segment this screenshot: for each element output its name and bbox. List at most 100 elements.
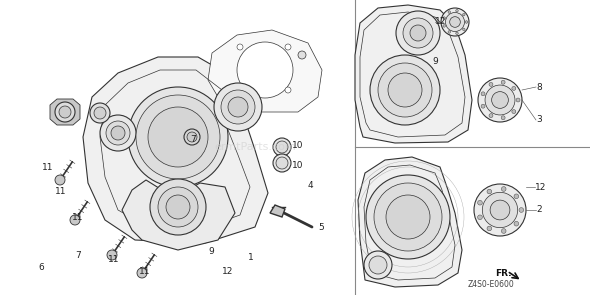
Circle shape: [59, 106, 71, 118]
Text: 3: 3: [536, 116, 542, 124]
Circle shape: [516, 98, 520, 102]
Circle shape: [410, 25, 426, 41]
Circle shape: [485, 85, 515, 115]
Circle shape: [487, 226, 491, 231]
Circle shape: [214, 83, 262, 131]
Circle shape: [448, 11, 451, 13]
Circle shape: [128, 87, 228, 187]
Text: 4: 4: [308, 181, 314, 189]
Circle shape: [158, 187, 198, 227]
Circle shape: [111, 126, 125, 140]
Circle shape: [221, 90, 255, 124]
Circle shape: [481, 104, 485, 108]
Text: 11: 11: [72, 214, 84, 222]
Text: 7: 7: [190, 135, 196, 145]
Polygon shape: [358, 157, 462, 287]
Circle shape: [502, 187, 506, 191]
Circle shape: [482, 192, 517, 228]
Circle shape: [187, 132, 197, 142]
Circle shape: [514, 221, 519, 226]
Circle shape: [443, 17, 445, 19]
Circle shape: [107, 250, 117, 260]
Circle shape: [512, 110, 516, 114]
Circle shape: [388, 73, 422, 107]
Circle shape: [136, 95, 220, 179]
Text: 12: 12: [435, 17, 447, 27]
Circle shape: [463, 28, 465, 31]
Circle shape: [478, 78, 522, 122]
Circle shape: [55, 102, 75, 122]
Text: 1: 1: [248, 253, 254, 263]
Text: Z4S0-E0600: Z4S0-E0600: [468, 280, 514, 289]
Circle shape: [478, 215, 482, 220]
Circle shape: [441, 8, 469, 36]
Circle shape: [150, 179, 206, 235]
Circle shape: [228, 97, 248, 117]
Circle shape: [285, 87, 291, 93]
Text: 12: 12: [222, 268, 234, 276]
Circle shape: [455, 9, 458, 12]
Circle shape: [501, 80, 505, 84]
Circle shape: [184, 129, 200, 145]
Circle shape: [298, 51, 306, 59]
Text: FR.: FR.: [495, 268, 512, 278]
Circle shape: [166, 195, 190, 219]
Text: 8: 8: [536, 83, 542, 91]
Text: 11: 11: [108, 255, 120, 265]
Circle shape: [276, 157, 288, 169]
Circle shape: [237, 42, 293, 98]
Polygon shape: [122, 180, 235, 250]
Circle shape: [285, 44, 291, 50]
Circle shape: [489, 82, 493, 86]
Text: 11: 11: [55, 188, 67, 196]
Circle shape: [366, 175, 450, 259]
Circle shape: [273, 154, 291, 172]
Circle shape: [378, 63, 432, 117]
Circle shape: [445, 12, 464, 32]
Text: 11: 11: [42, 163, 54, 173]
Text: 12: 12: [535, 183, 546, 191]
Circle shape: [237, 87, 243, 93]
Circle shape: [502, 229, 506, 233]
Circle shape: [491, 92, 509, 108]
Circle shape: [364, 251, 392, 279]
Circle shape: [237, 44, 243, 50]
Circle shape: [369, 256, 387, 274]
Circle shape: [370, 55, 440, 125]
Polygon shape: [355, 5, 472, 143]
Circle shape: [90, 103, 110, 123]
Circle shape: [448, 31, 451, 33]
Circle shape: [455, 32, 458, 35]
Circle shape: [463, 13, 465, 16]
Polygon shape: [50, 99, 80, 125]
Text: 10: 10: [292, 140, 303, 150]
Polygon shape: [208, 30, 322, 112]
Circle shape: [478, 200, 482, 205]
Circle shape: [70, 215, 80, 225]
Text: 11: 11: [139, 268, 151, 276]
Circle shape: [137, 268, 147, 278]
Text: 2: 2: [536, 206, 542, 214]
Circle shape: [443, 25, 445, 27]
Text: 9: 9: [208, 248, 214, 256]
Circle shape: [474, 184, 526, 236]
Text: 7: 7: [75, 250, 81, 260]
Circle shape: [512, 86, 516, 90]
Circle shape: [106, 121, 130, 145]
Circle shape: [100, 115, 136, 151]
Circle shape: [374, 183, 442, 251]
Circle shape: [396, 11, 440, 55]
Circle shape: [276, 141, 288, 153]
Text: 6: 6: [38, 263, 44, 273]
Circle shape: [386, 195, 430, 239]
Text: 5: 5: [318, 222, 324, 232]
Polygon shape: [270, 205, 285, 217]
Circle shape: [273, 138, 291, 156]
Circle shape: [94, 107, 106, 119]
Circle shape: [450, 17, 460, 27]
Circle shape: [519, 208, 524, 212]
Circle shape: [487, 189, 491, 194]
Circle shape: [148, 107, 208, 167]
Text: 10: 10: [292, 160, 303, 170]
Polygon shape: [83, 57, 268, 243]
